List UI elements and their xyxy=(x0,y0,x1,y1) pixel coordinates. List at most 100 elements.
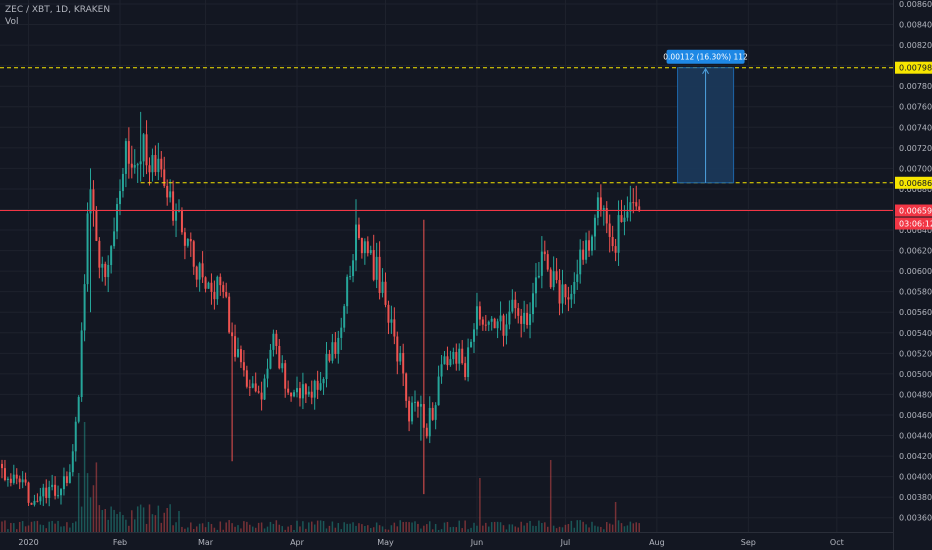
candle-body xyxy=(275,333,278,346)
volume-bar xyxy=(541,522,543,532)
candle-body xyxy=(608,223,611,237)
volume-bar xyxy=(514,526,517,532)
volume-bar xyxy=(352,522,354,532)
volume-bar xyxy=(597,526,599,532)
volume-bar xyxy=(284,529,286,532)
time-axis[interactable]: 2020 Feb Mar Apr May Jun Jul Aug Sep Oct xyxy=(0,532,893,548)
volume-bar xyxy=(107,519,109,532)
volume-bar xyxy=(39,524,42,532)
candle-body xyxy=(51,484,54,487)
volume-bar xyxy=(576,520,578,532)
candle-body xyxy=(487,321,490,325)
volume-bar xyxy=(160,522,163,532)
measure-tool[interactable]: 0.00112 (16.30%) 112 xyxy=(663,49,748,184)
volume-bar xyxy=(343,522,345,532)
volume-bar xyxy=(18,521,21,532)
candle-body xyxy=(124,141,127,174)
volume-bar xyxy=(337,523,340,532)
volume-bar xyxy=(98,505,101,532)
candle-body xyxy=(127,141,130,164)
volume-bar xyxy=(169,504,171,532)
volume-bar xyxy=(145,523,148,532)
candle-body xyxy=(402,352,405,374)
candle-body xyxy=(166,185,169,198)
candle-body xyxy=(281,363,284,369)
volume-bar xyxy=(213,527,216,532)
candle-body xyxy=(473,329,475,342)
volume-bar xyxy=(488,526,490,532)
candle-body xyxy=(452,352,455,360)
candle-body xyxy=(130,163,133,168)
volume-bar xyxy=(588,527,590,532)
candle-body xyxy=(419,404,422,407)
volume-bar xyxy=(529,520,531,532)
candle-body xyxy=(416,401,419,407)
candle-body xyxy=(145,134,148,166)
volume-bar xyxy=(302,521,304,532)
volume-bar xyxy=(263,528,266,532)
candle-body xyxy=(340,327,343,338)
volume-bar xyxy=(101,510,104,532)
candle-body xyxy=(304,384,307,395)
volume-bar xyxy=(204,527,207,532)
candle-body xyxy=(408,400,411,422)
volume-bar xyxy=(591,521,593,532)
candle-body xyxy=(467,347,470,378)
volume-bar xyxy=(36,520,39,532)
candle-body xyxy=(192,241,195,267)
volume-bar xyxy=(125,519,127,532)
candle-body xyxy=(387,304,390,323)
volume-bar xyxy=(396,526,399,532)
candle-body xyxy=(369,250,372,254)
candle-body xyxy=(245,370,248,387)
volume-bar xyxy=(555,528,558,532)
time-tick-label: Jul xyxy=(560,538,571,547)
horizontal-levels xyxy=(0,67,893,212)
volume-bar xyxy=(334,527,337,532)
volume-bar xyxy=(4,520,6,532)
volume-bar xyxy=(384,529,387,532)
volume-bar xyxy=(83,422,86,532)
volume-bar xyxy=(402,522,404,532)
candle-body xyxy=(384,281,387,305)
candle-body xyxy=(86,213,89,285)
candle-body xyxy=(328,353,331,361)
candle-body xyxy=(455,352,458,364)
volume-bar xyxy=(225,522,227,532)
target-price-badge: 0.00798 xyxy=(899,64,932,73)
price-axis[interactable]: 0.00360 0.00380 0.00400 0.00420 0.00440 0.004… xyxy=(893,0,932,550)
volume-bar xyxy=(458,520,460,532)
candle-body xyxy=(534,277,537,294)
symbol-title[interactable]: ZEC / XBT, 1D, KRAKEN xyxy=(5,5,111,15)
price-tick-label: 0.00520 xyxy=(899,349,932,358)
volume-bar xyxy=(440,529,443,532)
measure-arrow-head xyxy=(702,67,710,74)
candle-body xyxy=(349,276,352,278)
candle-body xyxy=(579,249,582,275)
volume-bar xyxy=(228,520,230,532)
chart-legend: ZEC / XBT, 1D, KRAKEN Vol xyxy=(5,4,110,28)
current-price-badge: 0.00659 xyxy=(899,207,932,216)
volume-bar xyxy=(95,462,98,532)
candle-body xyxy=(204,277,207,289)
price-tick-label: 0.00860 xyxy=(899,0,932,9)
volume-label[interactable]: Vol xyxy=(5,17,19,27)
volume-bar xyxy=(139,504,142,532)
price-tick-label: 0.00440 xyxy=(899,432,932,441)
resistance-price-badge: 0.00686 xyxy=(899,179,932,188)
candle-body xyxy=(186,238,189,246)
volume-bar xyxy=(635,522,637,532)
candle-body xyxy=(313,380,316,398)
volume-bar xyxy=(358,523,360,532)
volume-bar xyxy=(154,515,157,532)
candle-body xyxy=(588,240,591,251)
volume-bar xyxy=(325,528,328,532)
volume-bar xyxy=(600,526,602,532)
volume-bar xyxy=(92,485,95,532)
volume-bar xyxy=(443,522,446,532)
volume-bar xyxy=(479,478,481,532)
candle-body xyxy=(98,240,101,268)
time-tick-label: Apr xyxy=(290,538,305,547)
candle-body xyxy=(225,292,228,297)
